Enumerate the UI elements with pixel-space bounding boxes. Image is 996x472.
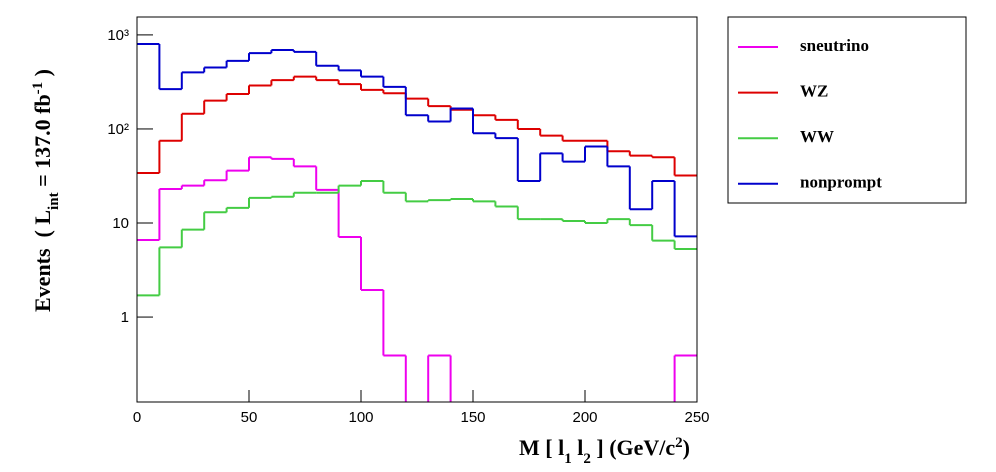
x-tick-label: 0 [133, 409, 141, 426]
x-tick-label: 200 [572, 409, 597, 426]
y-axis-label: Events ( Lint = 137.0 fb-1 ) [30, 69, 62, 312]
x-tick-label: 250 [684, 409, 709, 426]
y-tick-label: 10³ [107, 27, 129, 44]
label-part: int [46, 192, 62, 210]
legend-label: WW [800, 127, 834, 146]
x-tick-label: 100 [348, 409, 373, 426]
y-tick-label: 10 [112, 215, 129, 232]
x-tick-label: 150 [460, 409, 485, 426]
frame [136, 16, 698, 403]
legend-label: sneutrino [800, 36, 869, 55]
y-tick-label: 10² [107, 121, 129, 138]
legend-label: nonprompt [800, 173, 882, 192]
x-tick-label: 50 [241, 409, 258, 426]
label-part: -1 [30, 82, 46, 95]
label-part: 2 [583, 451, 591, 467]
label-part: l [572, 435, 584, 460]
label-part: Events ( L [30, 210, 55, 312]
y-tick-label: 1 [121, 309, 129, 326]
x-axis-label: M [ l1 l2 ] (GeV/c2) [519, 435, 690, 467]
label-part: ) [683, 435, 690, 460]
plot-area [137, 43, 697, 402]
label-part: 2 [675, 435, 683, 451]
label-part: ] (GeV/c [591, 435, 676, 460]
label-part: ) [30, 69, 55, 82]
legend-label: WZ [800, 82, 828, 101]
label-part: = 137.0 fb [30, 94, 55, 192]
label-part: M [ l [519, 435, 564, 460]
label-part: 1 [564, 451, 572, 467]
